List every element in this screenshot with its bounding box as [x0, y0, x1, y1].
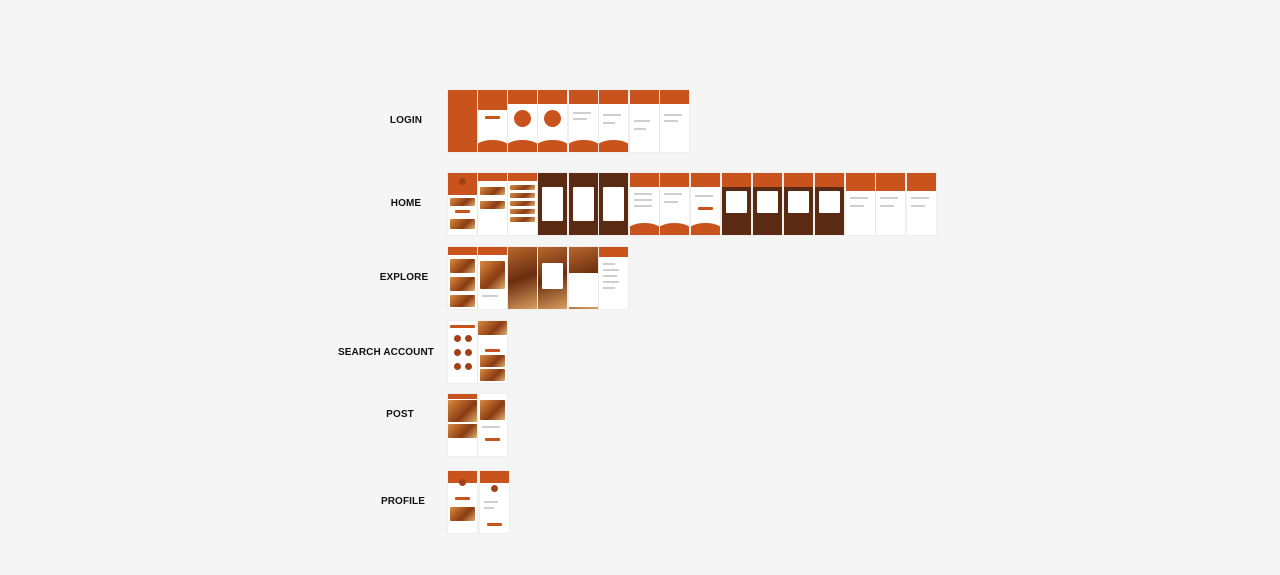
section-label-profile: PROFILE	[380, 496, 426, 507]
frame-explore-5[interactable]: ko...	[569, 247, 598, 309]
frame-explore-3[interactable]: vid...	[508, 247, 537, 309]
frame-post-1[interactable]: Po...	[448, 394, 477, 456]
frame-home-15[interactable]: Ba...	[876, 173, 905, 235]
frame-login-1[interactable]: An...	[448, 90, 477, 152]
section-label-explore: EXPLORE	[379, 272, 429, 283]
frame-home-16[interactable]: Kri...	[907, 173, 936, 235]
frame-explore-1[interactable]: Jel...	[448, 247, 477, 309]
frame-home-9[interactable]: Ak...	[691, 173, 720, 235]
section-label-home: HOME	[390, 198, 422, 209]
frame-home-6[interactable]: Ta...	[599, 173, 628, 235]
frame-home-5[interactable]: Ta...	[569, 173, 598, 235]
frame-post-2[interactable]: Po...	[478, 394, 507, 456]
frame-home-14[interactable]: Ko...	[846, 173, 875, 235]
frame-home-11[interactable]: Ha...	[753, 173, 782, 235]
frame-explore-2[interactable]: Foto	[478, 247, 507, 309]
frame-login-4[interactable]: Da...	[538, 90, 567, 152]
frame-home-13[interactable]: M...	[815, 173, 844, 235]
section-label-login: LOGIN	[389, 115, 423, 126]
frame-home-8[interactable]: Ga...	[660, 173, 689, 235]
frame-login-8[interactable]: Sa...	[660, 90, 689, 152]
frame-home-1[interactable]: Ho...	[448, 173, 477, 235]
frame-home-12[interactable]: Ga...	[784, 173, 813, 235]
frame-login-2[interactable]: Sel...	[478, 90, 507, 152]
frame-home-7[interactable]: Pe...	[630, 173, 659, 235]
frame-explore-4[interactable]: su...	[538, 247, 567, 309]
frame-login-6[interactable]: Ma...	[599, 90, 628, 152]
frame-login-3[interactable]: Ma...	[508, 90, 537, 152]
frame-home-2[interactable]: Si...	[478, 173, 507, 235]
frame-home-3[interactable]: No...	[508, 173, 537, 235]
section-label-post: POST	[386, 409, 414, 420]
frame-home-4[interactable]: Ta...	[538, 173, 567, 235]
section-label-search-account: SEARCH ACCOUNT	[337, 347, 435, 358]
frame-home-10[interactable]: Ke...	[722, 173, 751, 235]
frame-login-5[interactable]: Ko...	[569, 90, 598, 152]
frame-login-7[interactable]: Lu...	[630, 90, 659, 152]
frame-profile-1[interactable]: Pr...	[448, 471, 477, 533]
frame-profile-2[interactable]: Edi...	[480, 471, 509, 533]
frame-search-2[interactable]: Pr...	[478, 321, 507, 383]
frame-explore-6[interactable]: Re...	[599, 247, 628, 309]
frame-search-1[interactable]: Pe...	[448, 321, 477, 383]
